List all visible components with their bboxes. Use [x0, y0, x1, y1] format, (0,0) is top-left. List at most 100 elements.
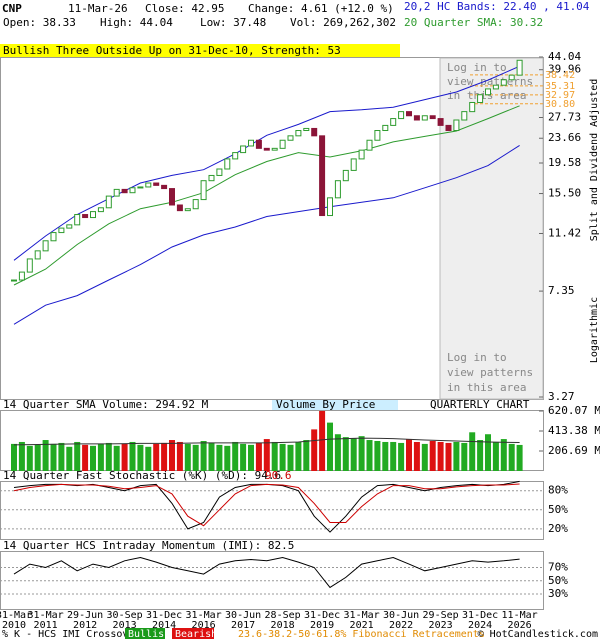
candle [184, 208, 191, 212]
bullish: Bullish [128, 629, 170, 640]
volume-bar [413, 441, 420, 471]
candle [240, 145, 247, 154]
volume-bar [477, 440, 484, 471]
volume-bar [97, 443, 104, 471]
candle [200, 180, 207, 201]
candle [279, 139, 286, 149]
side-note: Logarithmic [589, 297, 600, 363]
candle [271, 147, 278, 151]
y-tick-label: 7.35 [548, 284, 575, 297]
x-tick-label: 2014 [152, 620, 176, 631]
volume-bar [255, 442, 262, 471]
candle [34, 250, 41, 260]
volume-bar [232, 441, 239, 471]
y-tick-label: 620.07 M [548, 404, 600, 417]
x-tick-label: 29-Sep [423, 610, 459, 621]
volume-bar [11, 443, 17, 471]
stochastic-panel [0, 481, 544, 540]
candle [413, 115, 420, 121]
x-tick-label: 31-Dec [462, 610, 498, 621]
volume-bar [113, 445, 120, 471]
volume-bar [137, 444, 144, 471]
candle [327, 197, 333, 217]
x-tick-label: 2021 [350, 620, 374, 631]
stochastic-title: 14 Quarter Fast Stochastic (%K) (%D): 94… [3, 469, 281, 482]
volume-bar [382, 441, 389, 471]
stochastic-annotation: 90.6 [265, 469, 292, 482]
y-tick-label: 15.50 [548, 187, 581, 200]
volume-bar [216, 444, 223, 471]
footer-fib: 23.6-38.2-50-61.8% Fibonacci Retracement… [238, 629, 485, 640]
y-tick-label: 20% [548, 522, 568, 535]
candle [263, 147, 270, 151]
x-tick-label: 2018 [271, 620, 295, 631]
y-tick-label: 19.58 [548, 156, 581, 169]
title-bar [0, 44, 400, 57]
volume-bar [374, 441, 381, 471]
volume-bar [327, 422, 333, 471]
indicator-line [13, 483, 520, 527]
fib-label: 35.31 [545, 81, 575, 92]
candle [42, 240, 49, 252]
x-tick-label: 2011 [34, 620, 58, 631]
volume-bar [105, 442, 112, 471]
volume-bar [366, 440, 373, 471]
overlay-line [13, 105, 520, 286]
y-tick-label: 23.66 [548, 131, 581, 144]
candle [176, 204, 183, 212]
y-tick-label: 11.42 [548, 226, 581, 239]
volume-bar [66, 446, 73, 471]
candle [11, 279, 17, 282]
volume-bar [200, 441, 207, 471]
candle [469, 101, 476, 113]
candle [74, 214, 81, 226]
fib-label: 30.80 [545, 99, 575, 110]
candle [477, 94, 484, 103]
notice: Log in to [447, 61, 507, 74]
volume-bar [42, 440, 49, 471]
volume-bar [303, 440, 310, 471]
volume-bar [271, 441, 278, 471]
y-tick-label: 80% [548, 484, 568, 497]
indicator-line [13, 556, 520, 589]
notice: in this area [447, 381, 526, 394]
chart-title: Bullish Three Outside Up on 31-Dec-10, S… [3, 44, 341, 57]
candle [90, 211, 96, 219]
volume-bar [429, 441, 436, 471]
volume-bar [287, 444, 294, 471]
notice: view patterns [447, 366, 533, 379]
footer-legend: % K - HCS IMI Crossover, [2, 629, 147, 640]
y-tick-label: 3.27 [548, 390, 575, 403]
x-tick-label: 30-Jun [383, 610, 419, 621]
y-tick-label: 27.73 [548, 110, 581, 123]
candle [216, 168, 223, 176]
volume-bar [508, 443, 515, 471]
x-tick-label: 2024 [468, 620, 492, 631]
volume-bar [437, 441, 444, 471]
candle [461, 111, 468, 121]
volume-title: 14 Quarter SMA Volume: 294.92 M [3, 398, 209, 411]
bearish: Bearish [175, 629, 217, 640]
candle [18, 271, 25, 281]
candle [192, 199, 199, 210]
volume-bar [358, 436, 365, 471]
candle [485, 88, 491, 96]
volume-bar [453, 441, 460, 471]
volume-bar [145, 446, 152, 471]
y-tick-label: 413.38 M [548, 424, 600, 437]
candle [208, 174, 215, 182]
candle [295, 130, 302, 137]
y-tick-label: 39.96 [548, 63, 581, 76]
x-tick-label: 2022 [389, 620, 413, 631]
candle [58, 227, 65, 234]
x-tick-label: 2013 [113, 620, 137, 631]
x-tick-label: 2019 [310, 620, 334, 631]
volume-subtitle: Volume By Price [276, 398, 375, 411]
candle [129, 187, 136, 194]
candle [437, 118, 444, 126]
fib-label: 32.97 [545, 90, 575, 101]
y-tick-label: 50% [548, 574, 568, 587]
candle [113, 188, 120, 197]
candle [508, 74, 515, 81]
